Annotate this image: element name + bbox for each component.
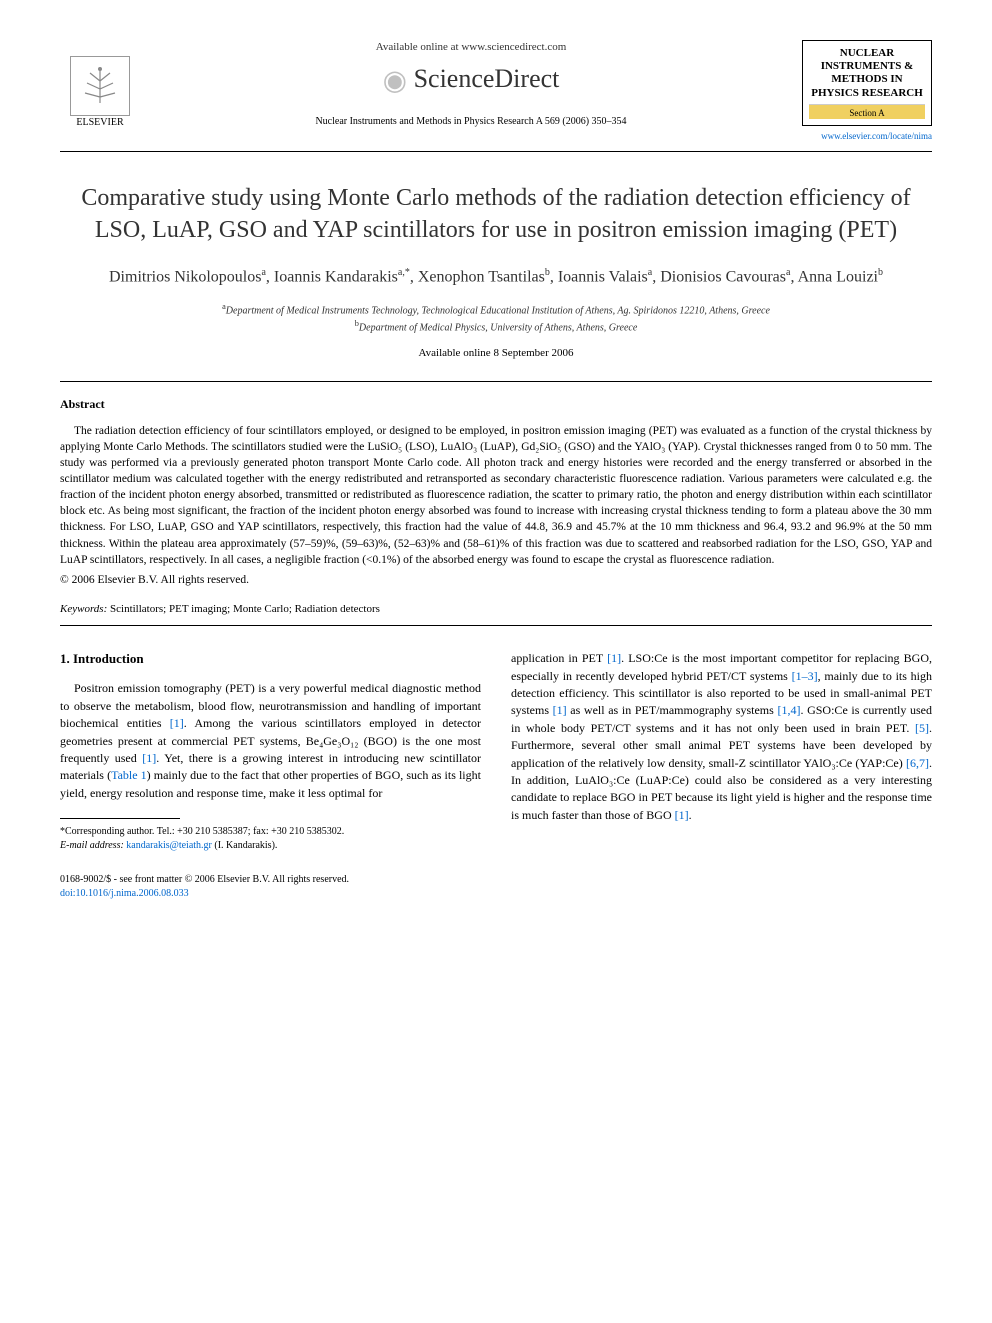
page-footer: 0168-9002/$ - see front matter © 2006 El… <box>60 873 481 901</box>
elsevier-logo: ELSEVIER <box>60 40 140 130</box>
keywords-text: Scintillators; PET imaging; Monte Carlo;… <box>110 603 380 615</box>
intro-paragraph-left: Positron emission tomography (PET) is a … <box>60 680 481 802</box>
keywords-label: Keywords: <box>60 603 107 615</box>
affiliation-b: bDepartment of Medical Physics, Universi… <box>60 318 932 335</box>
corresponding-author-footnote: *Corresponding author. Tel.: +30 210 538… <box>60 825 481 853</box>
column-right: application in PET [1]. LSO:Ce is the mo… <box>511 650 932 901</box>
journal-box-section: Section A <box>809 104 925 120</box>
abstract-top-rule <box>60 381 932 382</box>
header-row: ELSEVIER Available online at www.science… <box>60 40 932 143</box>
sciencedirect-logo: ◉ ScienceDirect <box>140 61 802 101</box>
abstract-copyright: © 2006 Elsevier B.V. All rights reserved… <box>60 572 932 588</box>
journal-url[interactable]: www.elsevier.com/locate/nima <box>802 130 932 143</box>
corresponding-line: *Corresponding author. Tel.: +30 210 538… <box>60 825 481 839</box>
journal-box-title: NUCLEAR INSTRUMENTS & METHODS IN PHYSICS… <box>809 47 925 100</box>
section-heading-intro: 1. Introduction <box>60 650 481 668</box>
email-address[interactable]: kandarakis@teiath.gr <box>126 840 212 851</box>
elsevier-tree-icon <box>70 56 130 116</box>
footer-doi[interactable]: doi:10.1016/j.nima.2006.08.033 <box>60 887 481 901</box>
article-title: Comparative study using Monte Carlo meth… <box>80 182 912 247</box>
intro-paragraph-right: application in PET [1]. LSO:Ce is the mo… <box>511 650 932 824</box>
keywords: Keywords: Scintillators; PET imaging; Mo… <box>60 602 932 617</box>
journal-box-wrapper: NUCLEAR INSTRUMENTS & METHODS IN PHYSICS… <box>802 40 932 143</box>
abstract-label: Abstract <box>60 396 932 413</box>
online-date: Available online 8 September 2006 <box>60 346 932 361</box>
elsevier-label: ELSEVIER <box>76 116 123 130</box>
footer-front-matter: 0168-9002/$ - see front matter © 2006 El… <box>60 873 481 887</box>
sciencedirect-block: Available online at www.sciencedirect.co… <box>140 40 802 129</box>
available-online-text: Available online at www.sciencedirect.co… <box>140 40 802 55</box>
affiliation-a: aDepartment of Medical Instruments Techn… <box>60 301 932 318</box>
sd-logo-text: ScienceDirect <box>414 64 560 93</box>
sd-swirl-icon: ◉ <box>383 66 407 97</box>
email-name: (I. Kandarakis). <box>214 840 277 851</box>
email-line: E-mail address: kandarakis@teiath.gr (I.… <box>60 839 481 853</box>
header-rule <box>60 151 932 152</box>
journal-citation: Nuclear Instruments and Methods in Physi… <box>140 115 802 129</box>
email-label: E-mail address: <box>60 840 124 851</box>
affiliations: aDepartment of Medical Instruments Techn… <box>60 301 932 336</box>
footnote-separator <box>60 818 180 819</box>
column-left: 1. Introduction Positron emission tomogr… <box>60 650 481 901</box>
authors: Dimitrios Nikolopoulosa, Ioannis Kandara… <box>60 265 932 289</box>
abstract-text: The radiation detection efficiency of fo… <box>60 423 932 568</box>
journal-box: NUCLEAR INSTRUMENTS & METHODS IN PHYSICS… <box>802 40 932 126</box>
body-columns: 1. Introduction Positron emission tomogr… <box>60 650 932 901</box>
abstract-bottom-rule <box>60 625 932 626</box>
